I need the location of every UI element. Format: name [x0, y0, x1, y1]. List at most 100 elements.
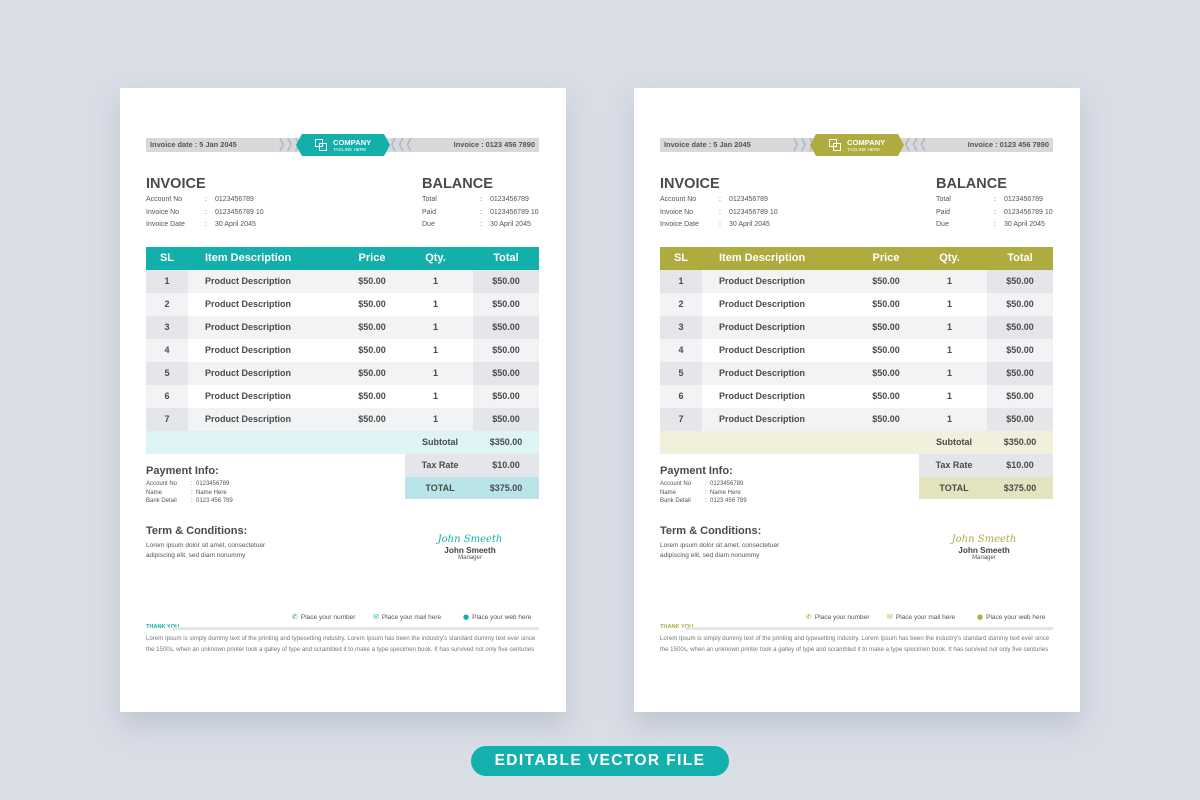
- payment-value: 0123456789: [710, 481, 744, 487]
- payment-value: 0123 456 789: [196, 498, 233, 504]
- row-qty: 1: [946, 391, 952, 401]
- row-description: Product Description: [205, 368, 292, 378]
- info-value: 30 April 2045: [1004, 221, 1045, 228]
- info-label: Invoice No: [660, 208, 694, 216]
- payment-colon: :: [191, 489, 193, 496]
- row-total: $50.00: [473, 362, 539, 385]
- info-value: 0123456789 10: [215, 208, 264, 216]
- table-row: 6 Product Description $50.00 1 $50.00: [660, 385, 1053, 408]
- row-total: $50.00: [473, 270, 539, 293]
- row-sl: 7: [660, 408, 702, 431]
- row-price: $50.00: [872, 322, 900, 332]
- header-description: Item Description: [205, 252, 292, 264]
- table-row: 5 Product Description $50.00 1 $50.00: [146, 362, 539, 385]
- row-price: $50.00: [358, 299, 386, 309]
- invoice-top-strip: Invoice date : 5 Jan 2045 ❭❭❭ COMPANY TA…: [660, 134, 1053, 156]
- table-row: 2 Product Description $50.00 1 $50.00: [660, 293, 1053, 316]
- contact-mail: ✉ Place your mail here: [887, 613, 955, 621]
- row-description: Product Description: [205, 345, 292, 355]
- payment-label: Account No: [146, 481, 178, 487]
- company-logo-icon: [829, 139, 842, 151]
- payment-value: 0123 456 789: [710, 498, 747, 504]
- row-price: $50.00: [872, 345, 900, 355]
- payment-value: Name Here: [710, 489, 741, 496]
- row-price: $50.00: [872, 299, 900, 309]
- contact-web: ● Place your web here: [463, 613, 531, 621]
- header-price: Price: [872, 252, 900, 264]
- invoice-page-teal: Invoice date : 5 Jan 2045 ❭❭❭ COMPANY TA…: [120, 88, 566, 712]
- row-total: $50.00: [987, 316, 1053, 339]
- header-total: Total: [1007, 252, 1033, 264]
- row-total: $50.00: [987, 270, 1053, 293]
- row-description: Product Description: [719, 368, 806, 378]
- payment-label: Bank Detail: [660, 498, 691, 504]
- invoice-items-table: SL Item Description Price Qty. Total 1 Pr…: [146, 247, 539, 499]
- info-colon: :: [480, 196, 482, 203]
- payment-info-title: Payment Info:: [146, 465, 219, 477]
- row-sl: 4: [660, 339, 702, 362]
- mail-icon: ✉: [887, 613, 893, 621]
- header-qty: Qty.: [425, 252, 446, 264]
- company-name: COMPANY: [333, 138, 372, 147]
- table-row: 1 Product Description $50.00 1 $50.00: [146, 270, 539, 293]
- info-colon: :: [994, 221, 996, 228]
- row-description: Product Description: [719, 345, 806, 355]
- globe-icon: ●: [977, 613, 984, 621]
- row-sl: 2: [146, 293, 188, 316]
- subtotal-label: Subtotal: [422, 437, 458, 447]
- payment-colon: :: [705, 489, 707, 496]
- info-colon: :: [719, 196, 721, 203]
- subtotal-row: Subtotal $350.00: [146, 431, 539, 454]
- row-description: Product Description: [719, 322, 806, 332]
- row-sl: 6: [660, 385, 702, 408]
- company-logo: COMPANY TAGLINE HERE: [810, 134, 904, 156]
- balance-title: BALANCE: [936, 176, 1007, 192]
- phone-icon: ✆: [292, 613, 298, 621]
- invoice-title: INVOICE: [146, 176, 206, 192]
- payment-label: Name: [660, 489, 677, 496]
- table-row: 7 Product Description $50.00 1 $50.00: [660, 408, 1053, 431]
- subtotal-value: $350.00: [489, 437, 523, 447]
- row-total: $50.00: [987, 408, 1053, 431]
- invoice-items-table: SL Item Description Price Qty. Total 1 Pr…: [660, 247, 1053, 499]
- info-value: 0123456789 10: [490, 208, 539, 216]
- table-row: 4 Product Description $50.00 1 $50.00: [146, 339, 539, 362]
- footer-text: Lorem Ipsum is simply dummy text of the …: [146, 635, 536, 653]
- table-body: 1 Product Description $50.00 1 $50.00 2 Produc…: [146, 270, 539, 431]
- row-total: $50.00: [473, 316, 539, 339]
- signature-script: John Smeeth: [437, 534, 503, 545]
- info-colon: :: [994, 196, 996, 203]
- invoice-title: INVOICE: [660, 176, 720, 192]
- info-colon: :: [719, 208, 721, 216]
- info-value: 30 April 2045: [215, 221, 256, 228]
- info-colon: :: [994, 208, 996, 216]
- info-colon: :: [205, 208, 207, 216]
- row-total: $50.00: [473, 293, 539, 316]
- row-sl: 7: [146, 408, 188, 431]
- signer-role: Manager: [972, 555, 996, 561]
- payment-colon: :: [191, 498, 193, 504]
- info-value: 0123456789: [215, 196, 254, 203]
- header-total: Total: [493, 252, 519, 264]
- info-label: Invoice Date: [146, 221, 185, 228]
- chevron-right-icon: ❬❬❬: [388, 137, 415, 152]
- row-description: Product Description: [205, 391, 292, 401]
- phone-icon: ✆: [806, 613, 812, 621]
- info-label: Paid: [936, 208, 951, 216]
- info-label: Account No: [660, 196, 697, 203]
- row-qty: 1: [432, 391, 438, 401]
- company-logo: COMPANY TAGLINE HERE: [296, 134, 390, 156]
- signer-name: John Smeeth: [958, 546, 1010, 555]
- signature-script: John Smeeth: [951, 534, 1017, 545]
- table-row: 1 Product Description $50.00 1 $50.00: [660, 270, 1053, 293]
- payment-colon: :: [705, 481, 707, 487]
- table-header: SL Item Description Price Qty. Total: [660, 247, 1053, 270]
- subtotal-value: $350.00: [1003, 437, 1037, 447]
- row-description: Product Description: [205, 299, 292, 309]
- contact-row: ✆ Place your number ✉ Place your mail here…: [146, 613, 539, 623]
- row-price: $50.00: [872, 276, 900, 286]
- contact-mail-text: Place your mail here: [381, 614, 442, 621]
- company-logo-icon: [315, 139, 328, 151]
- chevron-right-icon: ❬❬❬: [902, 137, 929, 152]
- tax-row: Tax Rate $10.00: [919, 454, 1053, 477]
